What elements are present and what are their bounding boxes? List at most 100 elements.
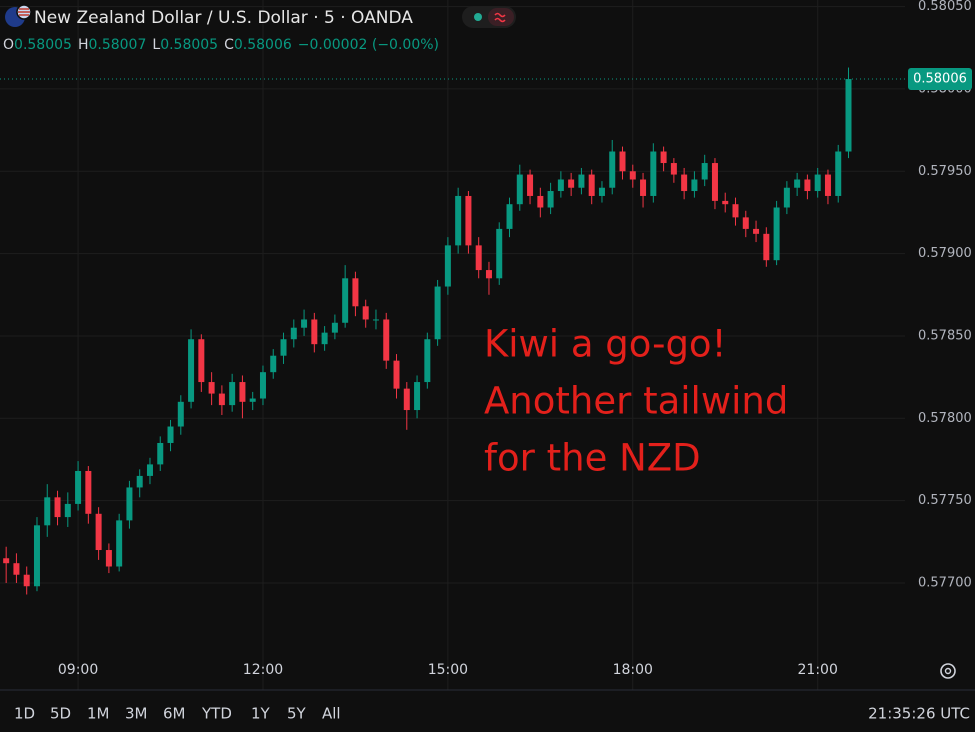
market-open-dot (474, 13, 482, 21)
timeframe-bar: 1D 5D 1M 3M 6M YTD 1Y 5Y All (14, 705, 341, 723)
grid (0, 0, 905, 690)
candle-body (44, 497, 51, 526)
candle-body (598, 187, 605, 196)
candle-body (465, 195, 472, 246)
timeframe-button[interactable]: 1Y (251, 705, 271, 723)
annotation-line: Kiwi a go-go! (484, 323, 726, 366)
candle-body (372, 319, 379, 321)
candle-body (198, 339, 205, 383)
candle-body (588, 174, 595, 196)
y-tick-label: 0.57950 (918, 164, 972, 179)
timeframe-button[interactable]: 3M (125, 705, 148, 723)
candle-body (177, 401, 184, 427)
timeframe-button[interactable]: 1D (14, 705, 35, 723)
flag-stripes (18, 8, 30, 16)
candle-body (331, 322, 338, 333)
candle-body (804, 179, 811, 192)
candle-body (218, 393, 225, 406)
x-tick-label: 09:00 (58, 662, 98, 678)
gear-hub[interactable] (944, 667, 952, 675)
legend-key: L (152, 37, 160, 53)
candle-body (732, 204, 739, 218)
candle-body (301, 319, 308, 328)
legend-value: 0.58005 (14, 37, 72, 53)
candle-body (742, 217, 749, 229)
candle-body (773, 207, 780, 261)
candle-body (691, 179, 698, 192)
candle-body (126, 487, 133, 521)
candle-body (259, 372, 266, 399)
candle-body (670, 163, 677, 175)
candle-body (208, 382, 215, 394)
settings-button[interactable] (940, 663, 956, 679)
x-tick-label: 12:00 (243, 662, 283, 678)
candle-body (414, 382, 421, 411)
legend-key: O (3, 37, 14, 53)
candle-body (578, 174, 585, 188)
pill-warn (488, 8, 514, 26)
candles (3, 67, 852, 595)
candle-body (393, 360, 400, 389)
ohlc-legend: O0.58005 H0.58007 L0.58005 C0.58006 −0.00002… (3, 37, 439, 53)
warn-icon (494, 12, 506, 23)
timeframe-button[interactable]: 5Y (287, 705, 307, 723)
candle-body (835, 151, 842, 196)
last-price-tag (908, 68, 972, 91)
candle-body (434, 286, 441, 340)
candle-body (321, 332, 328, 345)
legend-value: 0.58005 (160, 37, 218, 53)
candle-body (13, 563, 20, 575)
candle-body (95, 513, 102, 551)
candle-body (239, 382, 246, 402)
gear-ring[interactable] (940, 663, 956, 679)
y-tick-label: 0.58050 (918, 0, 972, 14)
candle-body (609, 151, 616, 188)
candle-body (33, 525, 40, 587)
candle-body (85, 470, 92, 514)
timeframe-button[interactable]: YTD (201, 705, 232, 723)
candle-body (311, 319, 318, 345)
candle-body (845, 79, 852, 152)
candle-body (188, 339, 195, 402)
candle-body (547, 191, 554, 208)
candle-body (167, 426, 174, 443)
candle-body (568, 179, 575, 188)
candle-body (475, 245, 482, 271)
candle-body (352, 278, 359, 307)
candle-body (824, 174, 831, 196)
candle-body (701, 163, 708, 180)
candle-body (763, 233, 770, 261)
candle-body (105, 550, 112, 567)
candle-body (527, 174, 534, 196)
candle-body (280, 339, 287, 356)
candle-body (157, 442, 164, 465)
timeframe-button[interactable]: 5D (50, 705, 71, 723)
timeframe-button[interactable]: All (322, 705, 341, 723)
candle-body (681, 174, 688, 192)
candle-body (722, 200, 729, 205)
annotation-line: for the NZD (484, 437, 701, 480)
candle-body (444, 245, 451, 287)
timeframe-button[interactable]: 6M (163, 705, 186, 723)
y-tick-label: 0.57850 (918, 328, 972, 343)
candle-body (629, 171, 636, 180)
x-tick-label: 15:00 (428, 662, 468, 678)
clock: 21:35:26 UTC (868, 705, 970, 723)
legend-key: C (224, 37, 234, 53)
timeframe-button[interactable]: 1M (87, 705, 110, 723)
candle-body (711, 163, 718, 201)
candle-body (75, 470, 82, 504)
candle-body (146, 464, 153, 476)
candle-body (249, 398, 256, 402)
candle-body (229, 382, 236, 406)
chart-title: New Zealand Dollar / U.S. Dollar · 5 · O… (34, 8, 413, 28)
y-tick-label: 0.57800 (918, 411, 972, 426)
candle-body (23, 574, 30, 587)
y-tick-label: 0.57700 (918, 575, 972, 590)
candle-body (496, 228, 503, 279)
candle-body (650, 151, 657, 196)
annotation: Kiwi a go-go! Another tailwind for the N… (484, 323, 788, 480)
candle-body (116, 520, 123, 567)
